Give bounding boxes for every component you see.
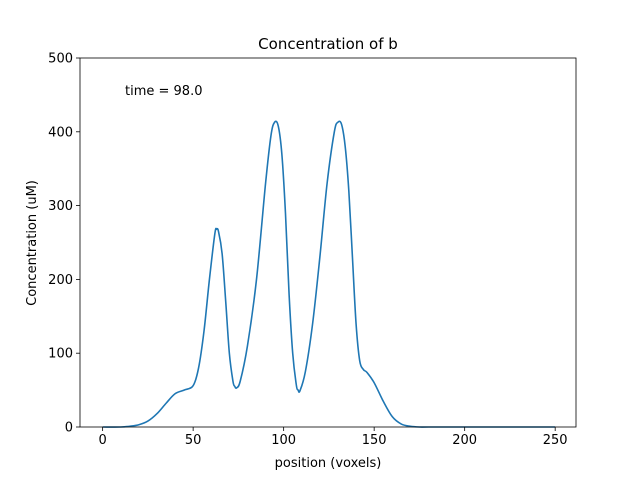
time-annotation: time = 98.0 (125, 84, 202, 99)
y-tick-label: 500 (48, 52, 73, 67)
x-axis-label: position (voxels) (275, 456, 382, 471)
x-tick-label: 0 (98, 433, 106, 448)
x-tick-label: 250 (543, 433, 568, 448)
x-tick-label: 100 (271, 433, 296, 448)
series-line-0 (102, 120, 556, 428)
x-tick-label: 150 (362, 433, 387, 448)
y-axis-label: Concentration (uM) (25, 180, 40, 306)
x-axis-ticks: 0 50 100 150 200 250 (98, 427, 568, 448)
x-tick-label: 50 (185, 433, 202, 448)
y-axis-ticks: 0 100 200 300 400 500 (48, 52, 80, 436)
y-tick-label: 300 (48, 199, 73, 214)
y-tick-label: 200 (48, 273, 73, 288)
plot-area (79, 57, 577, 428)
y-tick-label: 0 (65, 421, 73, 436)
chart-title: Concentration of b (258, 35, 398, 53)
y-tick-label: 400 (48, 125, 73, 140)
y-tick-label: 100 (48, 347, 73, 362)
axes-frame (79, 57, 577, 428)
x-tick-label: 200 (452, 433, 477, 448)
